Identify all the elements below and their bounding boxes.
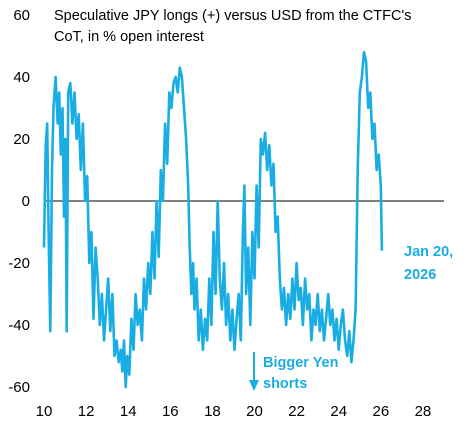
x-axis-tick-labels: 10 12 14 16 18 20 22 24 26 28 <box>36 403 432 420</box>
annotation-date-line-1: Jan 20, <box>404 244 453 260</box>
y-tick-label: -40 <box>8 317 30 334</box>
x-tick-label: 18 <box>204 403 221 420</box>
chart-title-line-2: CoT, in % open interest <box>54 29 204 45</box>
x-tick-label: 20 <box>246 403 263 420</box>
x-tick-label: 16 <box>162 403 179 420</box>
y-tick-label: 60 <box>13 7 30 24</box>
y-tick-label: 20 <box>13 131 30 148</box>
annotation-date: Jan 20, 2026 <box>404 244 453 283</box>
y-tick-label: -20 <box>8 255 30 272</box>
annotation-date-line-2: 2026 <box>404 267 436 283</box>
y-tick-label: 40 <box>13 69 30 86</box>
x-tick-label: 10 <box>36 403 53 420</box>
annotation-bigger-yen-shorts-line-1: Bigger Yen <box>263 355 338 371</box>
y-axis-tick-labels: 60 40 20 0 -20 -40 -60 <box>8 7 30 396</box>
x-tick-label: 28 <box>415 403 432 420</box>
chart-title: Speculative JPY longs (+) versus USD fro… <box>54 8 411 45</box>
series-line <box>42 50 384 389</box>
x-tick-label: 22 <box>288 403 305 420</box>
x-tick-label: 12 <box>78 403 95 420</box>
x-tick-label: 24 <box>330 403 347 420</box>
chart-title-line-1: Speculative JPY longs (+) versus USD fro… <box>54 8 411 24</box>
annotation-bigger-yen-shorts: Bigger Yen shorts <box>249 352 338 392</box>
series-layer <box>42 50 384 389</box>
annotation-arrowhead-icon <box>249 380 259 391</box>
y-tick-label: -60 <box>8 379 30 396</box>
y-tick-label: 0 <box>22 193 30 210</box>
annotation-bigger-yen-shorts-line-2: shorts <box>263 376 307 392</box>
x-tick-label: 14 <box>120 403 137 420</box>
x-tick-label: 26 <box>372 403 389 420</box>
